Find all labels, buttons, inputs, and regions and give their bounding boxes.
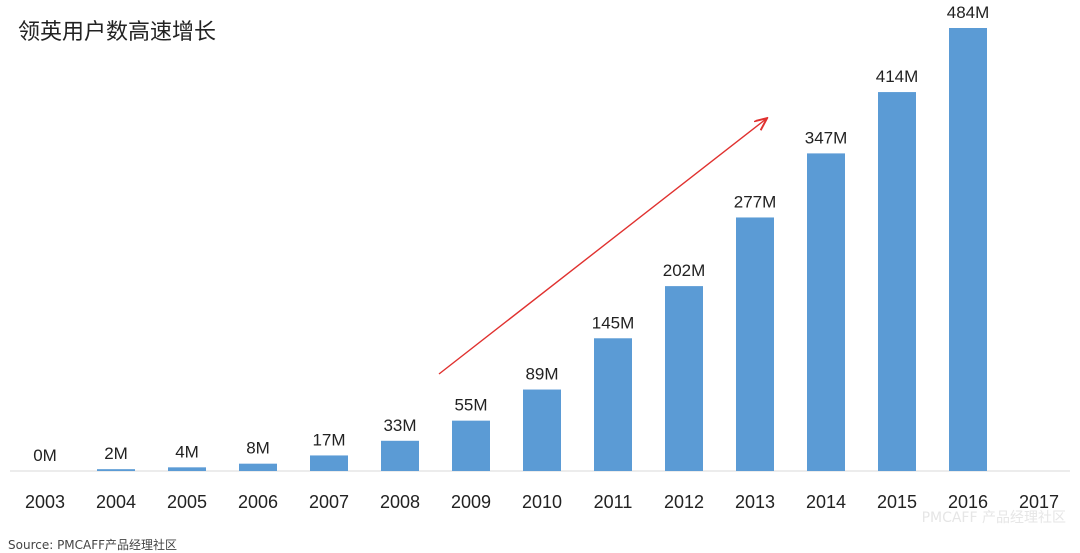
data-label-2012: 202M — [663, 261, 706, 280]
data-label-2008: 33M — [383, 416, 416, 435]
data-label-2005: 4M — [175, 442, 199, 461]
x-tick-2014: 2014 — [806, 492, 846, 512]
data-label-2011: 145M — [592, 313, 635, 332]
data-label-2003: 0M — [33, 446, 57, 465]
x-tick-2006: 2006 — [238, 492, 278, 512]
bar-2009 — [452, 420, 490, 471]
data-label-2013: 277M — [734, 192, 777, 211]
x-tick-2005: 2005 — [167, 492, 207, 512]
bar-2012 — [665, 286, 703, 471]
x-tick-2011: 2011 — [594, 492, 633, 512]
bar-2016 — [949, 28, 987, 471]
data-label-2006: 8M — [246, 439, 270, 458]
bar-2005 — [168, 467, 206, 471]
bar-2004 — [97, 469, 135, 471]
x-tick-2009: 2009 — [451, 492, 491, 512]
watermark: PMCAFF 产品经理社区 — [921, 510, 1066, 526]
data-label-2004: 2M — [104, 444, 128, 463]
chart-title: 领英用户数高速增长 — [18, 20, 217, 45]
x-tick-2017: 2017 — [1019, 492, 1059, 512]
bar-2011 — [594, 338, 632, 471]
bar-2013 — [736, 217, 774, 471]
source-note: Source: PMCAFF产品经理社区 — [8, 538, 178, 552]
bar-2006 — [239, 463, 277, 471]
data-label-2009: 55M — [454, 396, 487, 415]
x-tick-2003: 2003 — [25, 492, 65, 512]
x-tick-2016: 2016 — [948, 492, 988, 512]
bar-2010 — [523, 389, 561, 471]
x-tick-2007: 2007 — [309, 492, 349, 512]
x-tick-2004: 2004 — [96, 492, 136, 512]
data-label-2007: 17M — [312, 430, 345, 449]
x-tick-2015: 2015 — [877, 492, 917, 512]
bar-2008 — [381, 440, 419, 471]
x-tick-2010: 2010 — [522, 492, 562, 512]
bar-2007 — [310, 455, 348, 471]
x-tick-2008: 2008 — [380, 492, 420, 512]
data-label-2016: 484M — [947, 3, 990, 22]
data-label-2010: 89M — [525, 365, 558, 384]
trend-arrow — [438, 119, 766, 375]
x-tick-2013: 2013 — [735, 492, 775, 512]
data-label-2015: 414M — [876, 67, 919, 86]
bar-2015 — [878, 92, 916, 471]
data-label-2014: 347M — [805, 128, 848, 147]
x-tick-2012: 2012 — [664, 492, 704, 512]
bar-2014 — [807, 153, 845, 471]
